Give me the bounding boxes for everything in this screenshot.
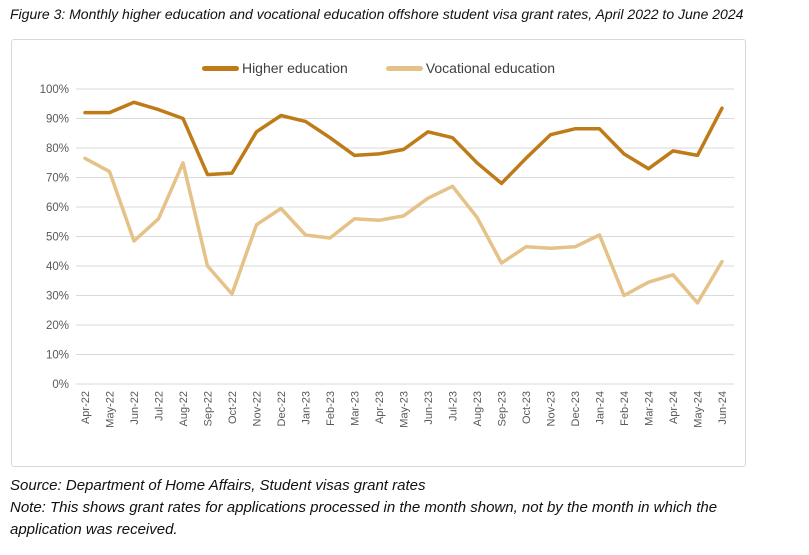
series-line-higher-education [83,100,724,186]
x-tick-label: Jul-22 [154,391,166,421]
y-tick-label: 70% [46,173,69,185]
x-tick-label: Aug-23 [472,391,484,426]
x-tick-label: Aug-22 [178,391,190,426]
x-tick-label: Apr-22 [80,391,92,424]
legend-swatch-vocational-education [385,65,423,71]
x-tick-label: Jan-23 [301,391,313,425]
x-tick-label: Nov-22 [252,391,264,426]
y-tick-label: 0% [52,379,69,391]
note-text: Note: This shows grant rates for applica… [10,499,718,538]
x-tick-label: Jul-23 [448,391,460,421]
x-tick-label: Jun-22 [129,391,141,425]
y-tick-label: 80% [46,143,69,155]
legend-item-vocational-education: Vocational education [385,60,556,76]
legend-swatch-higher-education [201,65,239,71]
y-tick-label: 90% [46,114,69,126]
y-tick-label: 100% [40,84,69,96]
x-tick-label: May-22 [105,391,117,428]
x-tick-label: Feb-24 [619,391,631,426]
y-tick-label: 60% [46,202,69,214]
legend-label: Higher education [241,60,348,76]
x-tick-label: Mar-23 [350,391,362,426]
x-tick-label: Mar-24 [644,391,656,426]
y-tick-label: 20% [46,320,69,332]
x-tick-label: May-23 [399,391,411,428]
x-tick-label: Apr-23 [374,391,386,424]
source-text: Source: Department of Home Affairs, Stud… [10,477,426,494]
y-tick-label: 40% [46,261,69,273]
chart-container: Higher education Vocational education 0% 1… [11,39,746,467]
x-tick-label: May-24 [693,391,705,428]
x-tick-label: Feb-23 [325,391,337,426]
x-tick-label: Sep-23 [497,391,509,426]
x-tick-label: Apr-24 [668,391,680,424]
x-tick-label: Oct-23 [521,391,533,424]
x-tick-label: Nov-23 [546,391,558,426]
legend-item-higher-education: Higher education [201,60,348,76]
chart-legend: Higher education Vocational education [12,60,745,76]
x-tick-label: Dec-23 [570,391,582,426]
captions: Source: Department of Home Affairs, Stud… [10,475,768,541]
x-tick-label: Sep-22 [203,391,215,426]
y-tick-label: 50% [46,232,69,244]
x-tick-label: Jun-24 [717,391,729,425]
y-tick-label: 10% [46,350,69,362]
line-chart: 0% 10% 20% 30% 40% 50% 60% 70% 80% 90% 100% Apr-22 M… [40,84,734,428]
figure-title: Figure 3: Monthly higher education and v… [10,6,744,22]
x-tick-label: Dec-22 [276,391,288,426]
legend-label: Vocational education [425,60,556,76]
x-tick-label: Jun-23 [423,391,435,425]
y-tick-label: 30% [46,291,69,303]
x-tick-label: Jan-24 [595,391,607,425]
series-line-vocational-education [83,156,724,305]
x-tick-label: Oct-22 [227,391,239,424]
